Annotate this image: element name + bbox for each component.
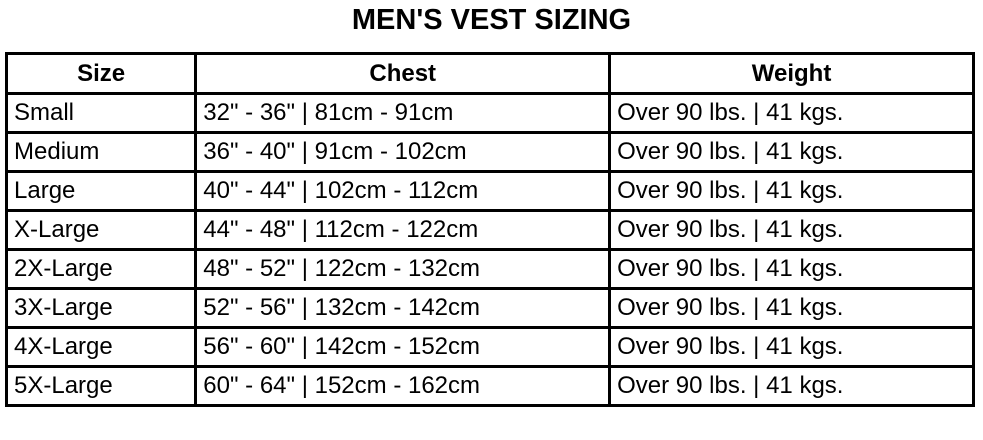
cell-chest: 44" - 48" | 112cm - 122cm bbox=[194, 209, 612, 251]
cell-chest: 52" - 56" | 132cm - 142cm bbox=[194, 287, 612, 329]
cell-size: Small bbox=[4, 92, 198, 134]
table-row: 3X-Large 52" - 56" | 132cm - 142cm Over 90… bbox=[4, 287, 975, 329]
header-weight: Weight bbox=[608, 52, 975, 95]
cell-weight: Over 90 lbs. | 41 kgs. bbox=[608, 326, 975, 368]
table-row: Small 32" - 36" | 81cm - 91cm Over 90 lbs.… bbox=[4, 92, 975, 134]
table-row: Medium 36" - 40" | 91cm - 102cm Over 90 lb… bbox=[4, 131, 975, 173]
cell-size: X-Large bbox=[4, 209, 198, 251]
cell-chest: 56" - 60" | 142cm - 152cm bbox=[194, 326, 612, 368]
sizing-table: Size Chest Weight Small 32" - 36" | 81cm … bbox=[4, 52, 975, 407]
cell-size: 3X-Large bbox=[4, 287, 198, 329]
cell-chest: 36" - 40" | 91cm - 102cm bbox=[194, 131, 612, 173]
cell-chest: 60" - 64" | 152cm - 162cm bbox=[194, 365, 612, 407]
cell-weight: Over 90 lbs. | 41 kgs. bbox=[608, 365, 975, 407]
header-chest: Chest bbox=[194, 52, 612, 95]
cell-size: 2X-Large bbox=[4, 248, 198, 290]
cell-weight: Over 90 lbs. | 41 kgs. bbox=[608, 287, 975, 329]
page-title: MEN'S VEST SIZING bbox=[351, 4, 632, 36]
cell-weight: Over 90 lbs. | 41 kgs. bbox=[608, 92, 975, 134]
cell-size: Large bbox=[4, 170, 198, 212]
cell-size: Medium bbox=[4, 131, 198, 173]
cell-weight: Over 90 lbs. | 41 kgs. bbox=[608, 248, 975, 290]
cell-chest: 48" - 52" | 122cm - 132cm bbox=[194, 248, 612, 290]
table-row: X-Large 44" - 48" | 112cm - 122cm Over 90 … bbox=[4, 209, 975, 251]
cell-weight: Over 90 lbs. | 41 kgs. bbox=[608, 209, 975, 251]
cell-chest: 40" - 44" | 102cm - 112cm bbox=[194, 170, 612, 212]
header-row: Size Chest Weight bbox=[4, 52, 975, 95]
cell-chest: 32" - 36" | 81cm - 91cm bbox=[194, 92, 612, 134]
table-row: 4X-Large 56" - 60" | 142cm - 152cm Over 90… bbox=[4, 326, 975, 368]
cell-weight: Over 90 lbs. | 41 kgs. bbox=[608, 131, 975, 173]
table-row: 2X-Large 48" - 52" | 122cm - 132cm Over 90… bbox=[4, 248, 975, 290]
header-size: Size bbox=[4, 52, 198, 95]
table-row: 5X-Large 60" - 64" | 152cm - 162cm Over 90… bbox=[4, 365, 975, 407]
cell-size: 5X-Large bbox=[4, 365, 198, 407]
cell-weight: Over 90 lbs. | 41 kgs. bbox=[608, 170, 975, 212]
table-row: Large 40" - 44" | 102cm - 112cm Over 90 lb… bbox=[4, 170, 975, 212]
cell-size: 4X-Large bbox=[4, 326, 198, 368]
